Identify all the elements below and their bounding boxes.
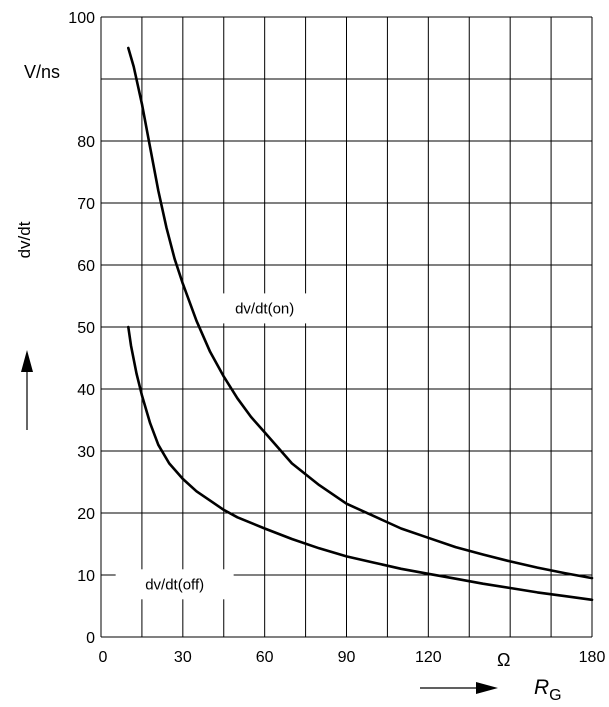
series-labels: dv/dt(on) dv/dt(off): [115, 293, 324, 600]
y-tick-label: 100: [68, 10, 95, 27]
series-line-off: [127, 325, 594, 602]
x-axis-arrow: [420, 682, 498, 694]
series-label-on: dv/dt(on): [235, 300, 294, 317]
curves: [127, 46, 594, 602]
series-label-background: [205, 293, 324, 324]
y-unit-label: V/ns: [24, 62, 60, 82]
series-label-off: dv/dt(off): [145, 576, 204, 593]
series-line-on: [127, 46, 594, 580]
x-tick-label: 0: [99, 649, 108, 666]
grid: [100, 16, 593, 638]
x-axis-title: RG: [534, 676, 562, 704]
x-tick-label: 60: [256, 649, 274, 666]
x-axis-title-main: R: [534, 676, 549, 699]
x-tick-label: 180: [579, 649, 606, 666]
y-axis-title: dv/dt: [15, 221, 34, 258]
y-tick-label: 10: [77, 568, 95, 585]
y-tick-label: 50: [77, 320, 95, 337]
x-axis-title-subscript: G: [549, 687, 561, 704]
y-tick-label: 20: [77, 506, 95, 523]
y-axis-arrow: [21, 350, 33, 430]
x-tick-label: 90: [338, 649, 356, 666]
x-unit-label: Ω: [497, 650, 510, 670]
y-tick-label: 80: [77, 134, 95, 151]
tick-labels: 0 10 20 30 40 50 60 70 80 100 0 30 60 90 120 180: [68, 10, 605, 666]
y-tick-label: 30: [77, 444, 95, 461]
y-tick-label: 40: [77, 382, 95, 399]
y-tick-label: 0: [86, 630, 95, 647]
x-tick-label: 30: [174, 649, 192, 666]
y-tick-label: 70: [77, 196, 95, 213]
series-label-background: [115, 569, 234, 600]
y-tick-label: 60: [77, 258, 95, 275]
x-tick-label: 120: [415, 649, 442, 666]
